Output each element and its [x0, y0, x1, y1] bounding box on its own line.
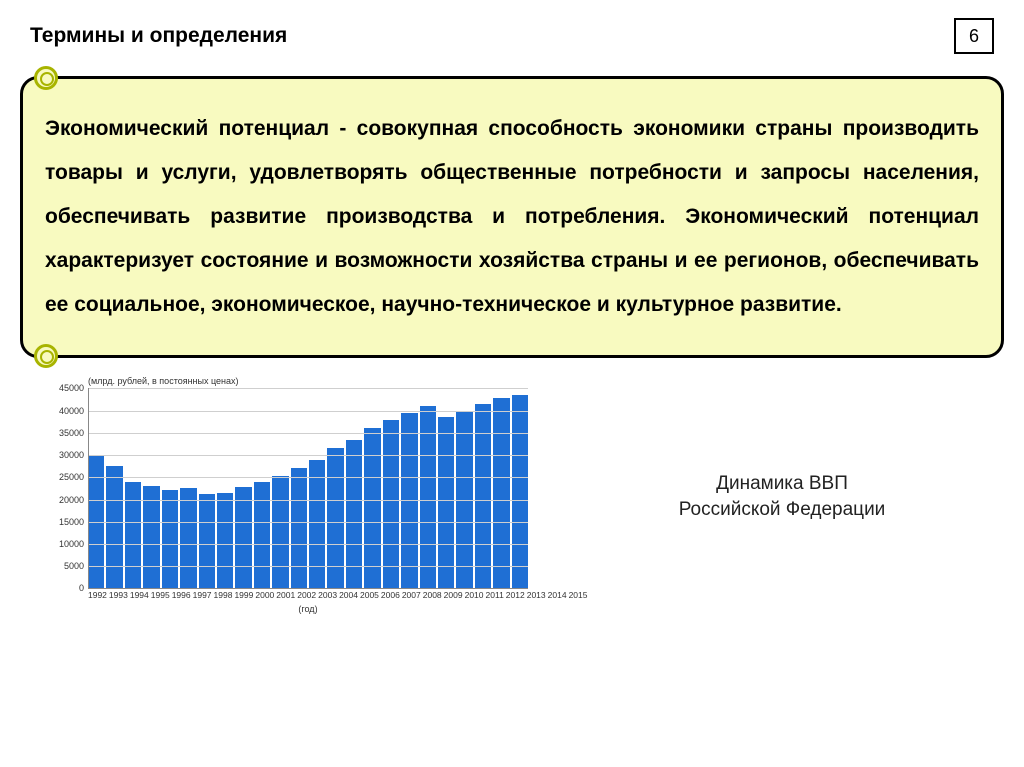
bar [309, 460, 325, 589]
x-tick-label: 1997 [193, 590, 212, 600]
x-tick-label: 2007 [402, 590, 421, 600]
x-axis [88, 588, 528, 589]
x-tick-label: 2005 [360, 590, 379, 600]
y-tick-label: 15000 [59, 517, 88, 527]
bar [272, 476, 288, 588]
y-tick-label: 5000 [64, 561, 88, 571]
bar [512, 395, 528, 588]
y-tick-label: 0 [79, 583, 88, 593]
x-tick-label: 2013 [527, 590, 546, 600]
definition-container: Экономический потенциал - совокупная спо… [20, 76, 1004, 358]
bar [235, 487, 251, 588]
bars-group [88, 388, 528, 588]
page-number: 6 [954, 18, 994, 54]
definition-box: Экономический потенциал - совокупная спо… [20, 76, 1004, 358]
x-labels: 1992199319941995199619971998199920002001… [88, 590, 528, 600]
bar [291, 468, 307, 588]
caption-line-1: Динамика ВВП [570, 471, 994, 498]
grid-line [88, 388, 528, 389]
x-tick-label: 1998 [214, 590, 233, 600]
grid-line [88, 500, 528, 501]
bar [438, 417, 454, 588]
x-tick-label: 1992 [88, 590, 107, 600]
y-tick-label: 45000 [59, 383, 88, 393]
x-tick-label: 1994 [130, 590, 149, 600]
bar [143, 486, 159, 588]
x-tick-label: 2002 [297, 590, 316, 600]
gdp-chart: (млрд. рублей, в постоянных ценах) 05000… [30, 376, 550, 618]
x-tick-label: 2011 [486, 590, 504, 600]
bar [217, 493, 233, 589]
caption-line-2: Российской Федерации [570, 497, 994, 524]
y-tick-label: 10000 [59, 539, 88, 549]
y-tick-label: 25000 [59, 472, 88, 482]
chart-subtitle: (млрд. рублей, в постоянных ценах) [88, 376, 550, 386]
grid-line [88, 411, 528, 412]
grid-line [88, 566, 528, 567]
bar [125, 482, 141, 589]
x-tick-label: 2010 [465, 590, 484, 600]
x-tick-label: 2003 [318, 590, 337, 600]
grid-line [88, 433, 528, 434]
x-axis-title: (год) [88, 604, 528, 614]
x-tick-label: 2012 [506, 590, 525, 600]
x-tick-label: 2009 [444, 590, 463, 600]
x-tick-label: 2008 [423, 590, 442, 600]
x-tick-label: 2001 [276, 590, 295, 600]
bar [106, 466, 122, 588]
x-tick-label: 2004 [339, 590, 358, 600]
y-axis [88, 388, 89, 588]
y-tick-label: 20000 [59, 495, 88, 505]
y-tick-label: 35000 [59, 428, 88, 438]
spiral-decoration-bottom [34, 344, 58, 368]
page-title: Термины и определения [30, 24, 287, 48]
grid-line [88, 544, 528, 545]
chart-caption: Динамика ВВП Российской Федерации [550, 471, 994, 524]
bar [199, 494, 215, 588]
x-tick-label: 2006 [381, 590, 400, 600]
grid-line [88, 522, 528, 523]
x-tick-label: 1995 [151, 590, 170, 600]
bar [493, 398, 509, 588]
x-tick-label: 2014 [548, 590, 567, 600]
x-tick-label: 1993 [109, 590, 128, 600]
bar [383, 420, 399, 589]
bar [327, 448, 343, 588]
bar [162, 490, 178, 589]
y-tick-label: 30000 [59, 450, 88, 460]
x-tick-label: 1999 [234, 590, 253, 600]
definition-text: Экономический потенциал - совокупная спо… [45, 107, 979, 327]
bar [180, 488, 196, 588]
y-tick-label: 40000 [59, 406, 88, 416]
plot-area: 0500010000150002000025000300003500040000… [88, 388, 528, 588]
x-tick-label: 1996 [172, 590, 191, 600]
grid-line [88, 477, 528, 478]
bar [254, 482, 270, 589]
x-tick-label: 2015 [569, 590, 588, 600]
x-tick-label: 2000 [255, 590, 274, 600]
bar [401, 413, 417, 589]
spiral-decoration-top [34, 66, 58, 90]
bar [364, 428, 380, 588]
bar [475, 404, 491, 588]
grid-line [88, 455, 528, 456]
